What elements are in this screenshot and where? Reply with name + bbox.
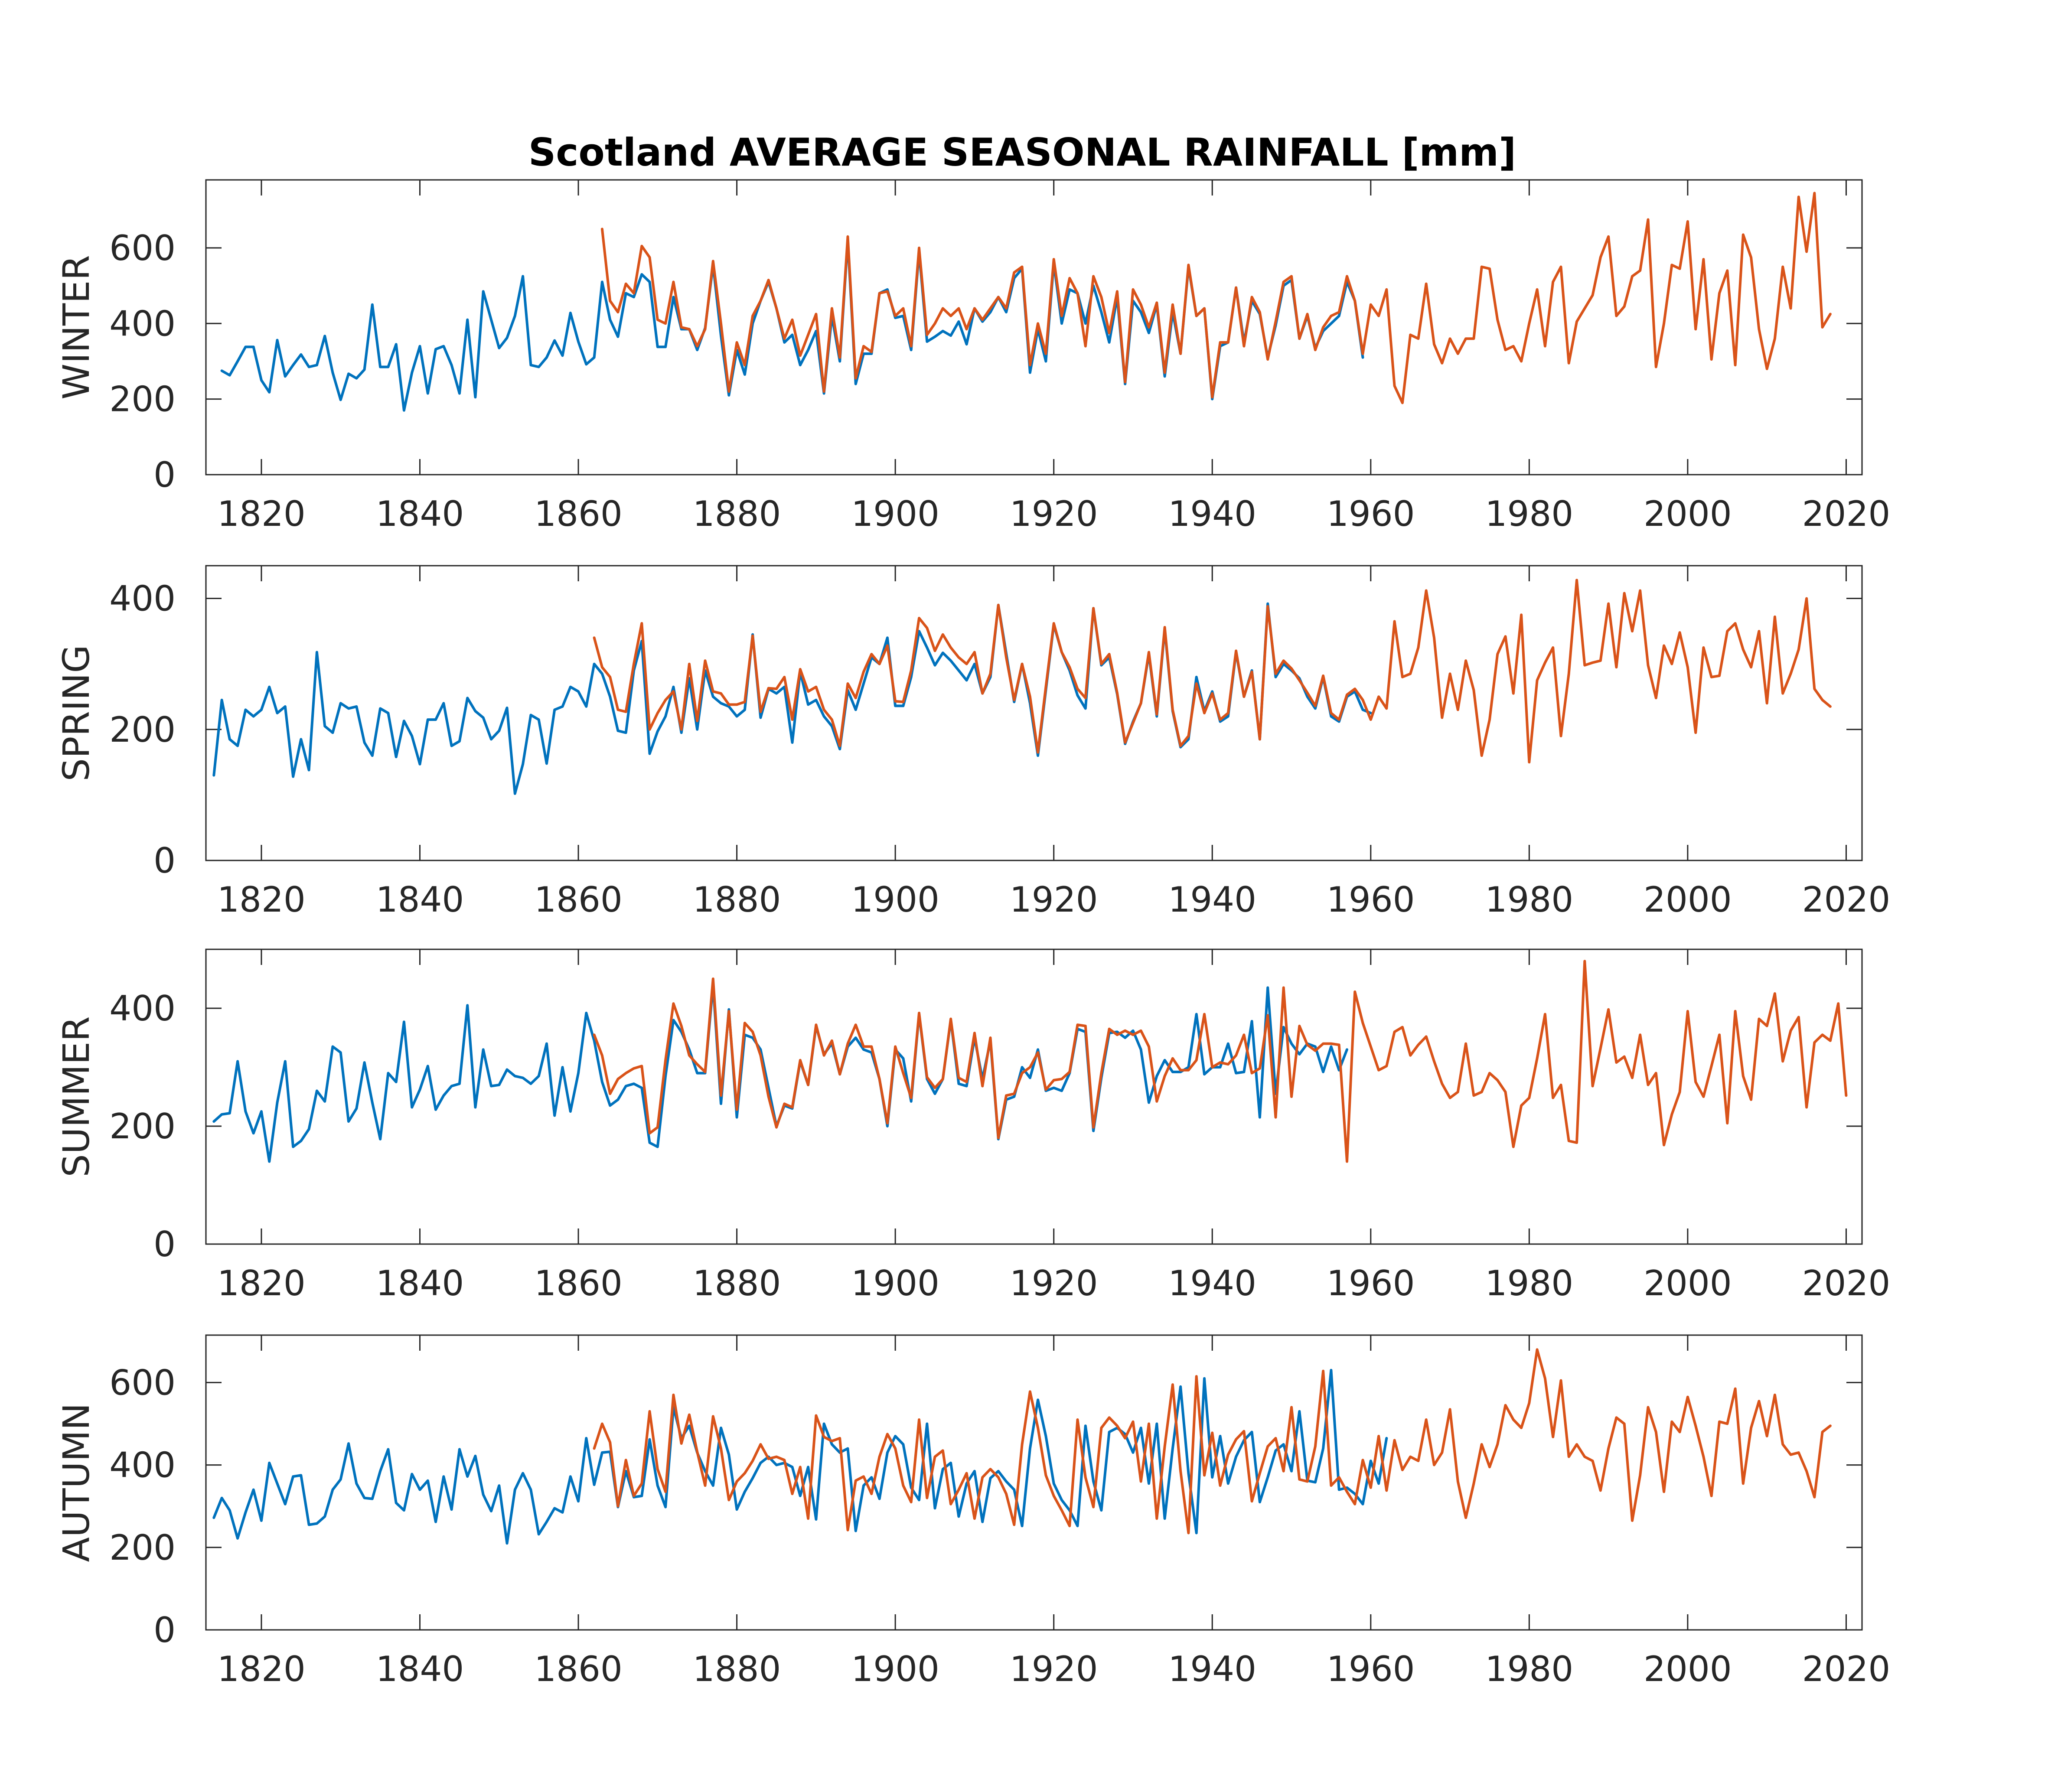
x-tick-label: 1820 <box>217 880 306 920</box>
plot-area <box>205 565 1863 861</box>
x-tick-label: 1880 <box>693 494 781 534</box>
x-tick-label: 1920 <box>1010 880 1098 920</box>
chart-panels: 1820 1840 1860 1880 1900 1920 1940 1960 1980 2000… <box>55 179 1891 1689</box>
x-tick-label: 1980 <box>1485 494 1574 534</box>
x-tick-label: 1840 <box>376 880 464 920</box>
series-line-orange <box>600 192 1832 404</box>
x-tick-label: 2000 <box>1644 880 1732 920</box>
x-tick-label: 1880 <box>693 1649 781 1689</box>
series-line-orange <box>593 960 1848 1163</box>
x-tick-label: 1860 <box>534 494 623 534</box>
x-tick-label: 1900 <box>851 1263 939 1303</box>
x-tick-label: 1960 <box>1327 1263 1415 1303</box>
x-tick-label: 1840 <box>376 1649 464 1689</box>
plot-area <box>205 948 1863 1245</box>
x-tick-label: 1860 <box>534 1649 623 1689</box>
x-tick-label: 1920 <box>1010 1649 1098 1689</box>
y-tick-label: 400 <box>109 579 176 619</box>
x-tick-label: 1820 <box>217 1263 306 1303</box>
x-tick-label: 1940 <box>1168 1649 1256 1689</box>
x-tick-label: 1820 <box>217 494 306 534</box>
series-line-orange <box>593 579 1832 764</box>
x-tick-label: 2020 <box>1802 494 1891 534</box>
x-tick-label: 1940 <box>1168 494 1256 534</box>
x-tick-label: 1900 <box>851 880 939 920</box>
y-tick-label: 400 <box>109 1445 176 1486</box>
x-tick-label: 1900 <box>851 1649 939 1689</box>
y-tick-label: 400 <box>109 988 176 1029</box>
x-tick-label: 1920 <box>1010 1263 1098 1303</box>
x-tick-label: 1940 <box>1168 1263 1256 1303</box>
y-tick-label: 0 <box>153 841 176 881</box>
panel-spring: 1820 1840 1860 1880 1900 1920 1940 1960 1980 2000… <box>55 565 1891 920</box>
y-tick-label: 600 <box>109 228 176 268</box>
y-tick-label: 200 <box>109 1106 176 1147</box>
x-tick-label: 1860 <box>534 880 623 920</box>
x-tick-label: 1980 <box>1485 1649 1574 1689</box>
y-tick-label: 0 <box>153 1610 176 1650</box>
x-tick-label: 1880 <box>693 880 781 920</box>
x-tick-label: 1940 <box>1168 880 1256 920</box>
y-axis-label: SUMMER <box>55 1016 98 1177</box>
y-tick-label: 0 <box>153 455 176 495</box>
x-tick-label: 2020 <box>1802 880 1891 920</box>
x-tick-label: 2000 <box>1644 494 1732 534</box>
panel-autumn: 1820 1840 1860 1880 1900 1920 1940 1960 1980 2000… <box>55 1334 1891 1689</box>
y-tick-label: 600 <box>109 1362 176 1403</box>
x-tick-label: 1840 <box>376 494 464 534</box>
y-tick-label: 400 <box>109 303 176 344</box>
x-tick-label: 2000 <box>1644 1263 1732 1303</box>
y-tick-label: 200 <box>109 710 176 750</box>
figure-title: Scotland AVERAGE SEASONAL RAINFALL [mm] <box>528 130 1516 175</box>
x-tick-label: 1880 <box>693 1263 781 1303</box>
x-tick-label: 2000 <box>1644 1649 1732 1689</box>
x-tick-label: 1860 <box>534 1263 623 1303</box>
y-tick-label: 200 <box>109 1528 176 1568</box>
x-tick-label: 1980 <box>1485 880 1574 920</box>
x-tick-label: 1920 <box>1010 494 1098 534</box>
panel-winter: 1820 1840 1860 1880 1900 1920 1940 1960 1980 2000… <box>55 179 1891 534</box>
series-line-orange <box>593 1348 1832 1535</box>
y-axis-label: AUTUMN <box>55 1403 98 1562</box>
x-tick-label: 1820 <box>217 1649 306 1689</box>
x-tick-label: 2020 <box>1802 1263 1891 1303</box>
x-tick-label: 2020 <box>1802 1649 1891 1689</box>
x-tick-label: 1960 <box>1327 1649 1415 1689</box>
plot-area <box>205 179 1863 476</box>
panel-summer: 1820 1840 1860 1880 1900 1920 1940 1960 1980 2000… <box>55 948 1891 1303</box>
y-axis-label: SPRING <box>55 645 98 781</box>
x-tick-label: 1900 <box>851 494 939 534</box>
x-tick-label: 1980 <box>1485 1263 1574 1303</box>
x-tick-label: 1840 <box>376 1263 464 1303</box>
y-tick-label: 0 <box>153 1224 176 1264</box>
y-tick-label: 200 <box>109 379 176 420</box>
x-tick-label: 1960 <box>1327 494 1415 534</box>
x-tick-label: 1960 <box>1327 880 1415 920</box>
y-axis-label: WINTER <box>55 255 98 399</box>
